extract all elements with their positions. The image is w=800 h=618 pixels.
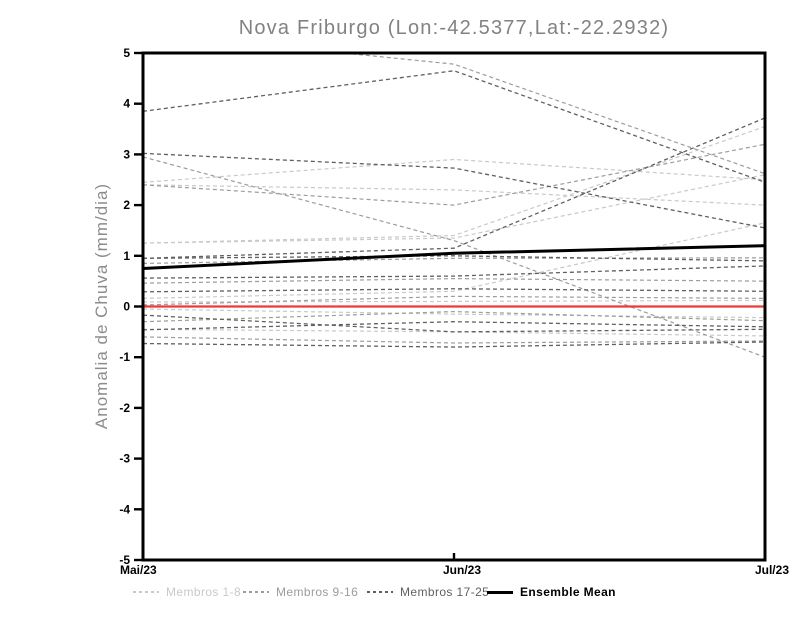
y-tick-label: -2 — [119, 401, 130, 415]
ensemble-member-line — [143, 308, 765, 319]
solid-line-swatch — [487, 590, 513, 594]
ensemble-member-line — [143, 117, 765, 259]
y-tick-label: 1 — [123, 249, 130, 263]
y-tick-label: 3 — [123, 147, 130, 161]
ensemble-member-line — [143, 299, 765, 303]
y-tick-label: 0 — [123, 300, 130, 314]
y-tick-label: 2 — [123, 198, 130, 212]
legend-item-medium-members: Membros 9-16 — [243, 585, 358, 599]
ensemble-member-line — [143, 288, 765, 293]
legend-item-ensemble-mean: Ensemble Mean — [487, 585, 616, 599]
ensemble-member-line — [143, 222, 765, 299]
dashed-line-swatch — [133, 591, 159, 593]
legend-label: Ensemble Mean — [520, 585, 616, 599]
y-tick-label: -5 — [119, 553, 130, 567]
ensemble-member-line — [143, 341, 765, 348]
legend-label: Membros 17-25 — [400, 585, 490, 599]
x-tick-label: Jul/23 — [755, 563, 789, 577]
legend-item-light-members: Membros 1-8 — [133, 585, 241, 599]
dashed-line-swatch — [367, 591, 393, 593]
ensemble-member-line — [143, 314, 765, 333]
legend-label: Membros 1-8 — [166, 585, 242, 599]
legend: Membros 1-8 Membros 9-16 Membros 17-25 Ense… — [0, 585, 800, 605]
ensemble-member-line — [143, 156, 765, 358]
ensemble-member-line — [143, 321, 765, 331]
ensemble-member-line — [143, 174, 765, 244]
ensemble-member-line — [143, 295, 765, 306]
legend-item-dark-members: Membros 17-25 — [367, 585, 489, 599]
ensemble-member-line — [143, 125, 765, 244]
ensemble-member-line — [143, 336, 765, 344]
y-tick-label: -1 — [119, 350, 130, 364]
x-tick-label: Mai/23 — [120, 563, 157, 577]
ensemble-member-line — [337, 53, 765, 175]
ensemble-member-line — [143, 70, 765, 183]
y-tick-label: -3 — [119, 452, 130, 466]
ensemble-member-line — [143, 152, 765, 229]
dashed-line-swatch — [243, 591, 269, 593]
ensemble-member-line — [143, 143, 765, 206]
legend-label: Membros 9-16 — [276, 585, 359, 599]
plot-series-group — [143, 53, 765, 358]
ensemble-member-line — [143, 255, 765, 262]
ensemble-member-line — [143, 278, 765, 284]
ensemble-member-line — [143, 328, 765, 337]
ensemble-member-line — [143, 184, 765, 206]
ensemble-member-line — [143, 310, 765, 323]
y-tick-label: 4 — [123, 97, 130, 111]
ensemble-member-line — [143, 257, 765, 265]
ensemble-member-line — [143, 265, 765, 279]
ensemble-member-line — [143, 158, 765, 183]
y-tick-label: -4 — [119, 502, 130, 516]
y-axis-label: Anomalia de Chuva (mm/dia) — [92, 183, 111, 429]
x-tick-label: Jun/23 — [443, 563, 481, 577]
ensemble-mean-line — [143, 244, 765, 270]
axis-ticks — [134, 51, 767, 562]
chart-title: Nova Friburgo (Lon:-42.5377,Lat:-22.2932… — [239, 17, 670, 39]
y-tick-label: 5 — [123, 46, 130, 60]
